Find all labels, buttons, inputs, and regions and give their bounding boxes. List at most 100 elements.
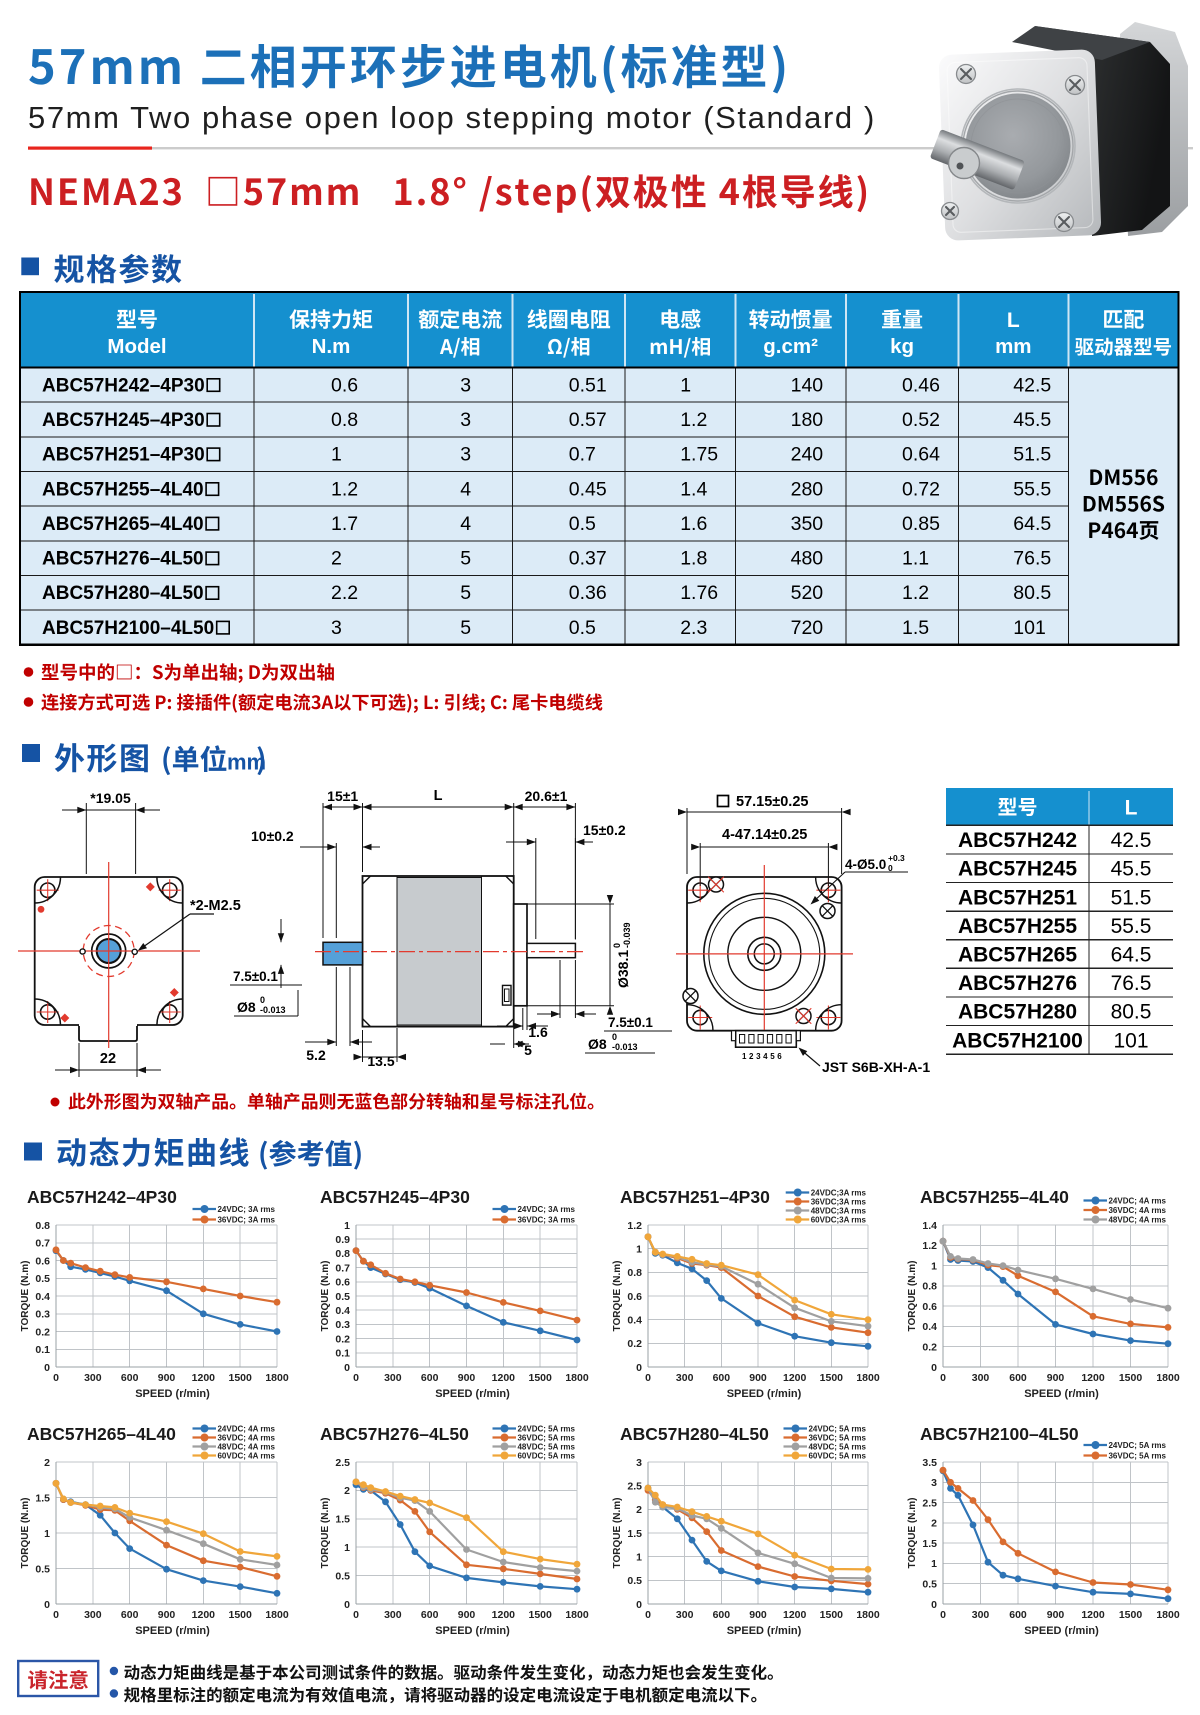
- svg-text:101: 101: [1013, 617, 1046, 639]
- svg-text:24VDC; 4A rms: 24VDC; 4A rms: [1108, 1197, 1166, 1206]
- svg-text:*19.05: *19.05: [90, 790, 131, 806]
- svg-text:ABC57H245–4P30: ABC57H245–4P30: [42, 410, 205, 431]
- svg-text:ABC57H242–4P30: ABC57H242–4P30: [27, 1187, 177, 1207]
- svg-text:ABC57H280–4L50: ABC57H280–4L50: [42, 583, 204, 604]
- svg-text:0.5: 0.5: [335, 1570, 350, 1582]
- svg-text:L: L: [434, 788, 443, 804]
- svg-text:3: 3: [931, 1477, 937, 1489]
- svg-text:0: 0: [353, 1372, 359, 1384]
- svg-text:1800: 1800: [565, 1609, 589, 1621]
- svg-text:0.46: 0.46: [902, 374, 940, 396]
- svg-text:36VDC; 5A rms: 36VDC; 5A rms: [1108, 1452, 1166, 1461]
- svg-text:123456: 123456: [742, 1052, 784, 1061]
- svg-text:350: 350: [791, 513, 824, 535]
- svg-text:1: 1: [344, 1220, 350, 1232]
- svg-text:48VDC; 4A rms: 48VDC; 4A rms: [1108, 1216, 1166, 1225]
- svg-text:480: 480: [791, 548, 824, 570]
- svg-text:0.2: 0.2: [335, 1333, 350, 1345]
- svg-text:ABC57H251: ABC57H251: [958, 886, 1077, 909]
- svg-text:3: 3: [460, 444, 471, 466]
- svg-text:1200: 1200: [492, 1609, 516, 1621]
- svg-text:2: 2: [636, 1504, 642, 1516]
- svg-text:-0.039: -0.039: [622, 922, 632, 948]
- svg-text:1: 1: [44, 1528, 50, 1540]
- svg-text:1.5: 1.5: [922, 1538, 937, 1550]
- svg-text:180: 180: [791, 409, 824, 431]
- svg-text:1.76: 1.76: [680, 582, 718, 604]
- svg-text:1.2: 1.2: [331, 478, 358, 500]
- svg-text:1200: 1200: [192, 1609, 216, 1621]
- svg-text:0: 0: [53, 1609, 59, 1621]
- svg-text:1800: 1800: [265, 1609, 289, 1621]
- svg-text:0: 0: [645, 1609, 651, 1621]
- svg-text:0.5: 0.5: [569, 513, 596, 535]
- svg-text:24VDC; 3A rms: 24VDC; 3A rms: [517, 1205, 575, 1214]
- svg-text:0.5: 0.5: [35, 1273, 50, 1285]
- svg-text:g.cm²: g.cm²: [763, 335, 818, 358]
- svg-text:Ø38.1: Ø38.1: [615, 950, 631, 988]
- svg-text:1200: 1200: [783, 1372, 807, 1384]
- svg-text:1500: 1500: [1119, 1372, 1143, 1384]
- svg-text:0.37: 0.37: [569, 548, 607, 570]
- svg-text:1.5: 1.5: [35, 1492, 50, 1504]
- svg-text:ABC57H251–4P30: ABC57H251–4P30: [42, 445, 205, 466]
- svg-text:N.m: N.m: [312, 335, 351, 358]
- svg-text:101: 101: [1113, 1029, 1148, 1052]
- svg-text:TORQUE (N.m): TORQUE (N.m): [612, 1261, 623, 1332]
- svg-text:900: 900: [458, 1609, 476, 1621]
- svg-text:24VDC; 4A rms: 24VDC; 4A rms: [217, 1425, 275, 1434]
- svg-text:0: 0: [931, 1599, 937, 1611]
- svg-text:0.1: 0.1: [35, 1344, 50, 1356]
- svg-text:Ø8: Ø8: [237, 999, 256, 1015]
- svg-text:ABC57H276: ABC57H276: [958, 972, 1077, 995]
- svg-text:0: 0: [344, 1599, 350, 1611]
- svg-text:0.7: 0.7: [335, 1262, 350, 1274]
- svg-text:1.7: 1.7: [331, 513, 358, 535]
- svg-text:1200: 1200: [192, 1372, 216, 1384]
- svg-text:7.5±0.1: 7.5±0.1: [233, 969, 278, 984]
- svg-text:0: 0: [931, 1362, 937, 1374]
- svg-text:300: 300: [972, 1372, 990, 1384]
- svg-text:600: 600: [121, 1372, 139, 1384]
- svg-text:900: 900: [458, 1372, 476, 1384]
- svg-text:48VDC; 5A rms: 48VDC; 5A rms: [808, 1443, 866, 1452]
- svg-text:0.5: 0.5: [922, 1579, 937, 1591]
- svg-text:300: 300: [972, 1609, 990, 1621]
- svg-text:36VDC; 3A rms: 36VDC; 3A rms: [217, 1216, 275, 1225]
- svg-text:57mm Two phase open loop stepp: 57mm Two phase open loop stepping motor …: [28, 100, 876, 135]
- svg-text:1200: 1200: [492, 1372, 516, 1384]
- svg-text:SPEED (r/min): SPEED (r/min): [1024, 1388, 1099, 1400]
- svg-text:ABC57H280–4L50: ABC57H280–4L50: [620, 1424, 769, 1444]
- svg-text:1.5: 1.5: [902, 617, 929, 639]
- svg-text:SPEED (r/min): SPEED (r/min): [435, 1388, 510, 1400]
- svg-text:51.5: 51.5: [1013, 444, 1051, 466]
- svg-text:0.4: 0.4: [35, 1291, 50, 1303]
- svg-text:0: 0: [888, 863, 893, 873]
- svg-text:600: 600: [1009, 1609, 1027, 1621]
- svg-text:ABC57H245: ABC57H245: [958, 858, 1077, 881]
- svg-text:1800: 1800: [565, 1372, 589, 1384]
- svg-text:80.5: 80.5: [1013, 582, 1051, 604]
- svg-text:36VDC; 4A rms: 36VDC; 4A rms: [217, 1434, 275, 1443]
- svg-text:48VDC;3A rms: 48VDC;3A rms: [811, 1207, 867, 1216]
- svg-text:SPEED (r/min): SPEED (r/min): [135, 1625, 210, 1637]
- svg-text:TORQUE (N.m): TORQUE (N.m): [320, 1498, 331, 1569]
- svg-text:0.4: 0.4: [922, 1321, 937, 1333]
- svg-text:57.15±0.25: 57.15±0.25: [736, 794, 808, 810]
- svg-text:ABC57H242–4P30: ABC57H242–4P30: [42, 375, 205, 396]
- svg-text:2.5: 2.5: [627, 1480, 642, 1492]
- svg-text:0.1: 0.1: [335, 1348, 350, 1360]
- svg-text:60VDC; 5A rms: 60VDC; 5A rms: [808, 1452, 866, 1461]
- svg-text:48VDC; 4A rms: 48VDC; 4A rms: [217, 1443, 275, 1452]
- svg-text:kg: kg: [890, 335, 914, 358]
- svg-text:51.5: 51.5: [1111, 886, 1152, 909]
- svg-text:64.5: 64.5: [1111, 944, 1152, 967]
- svg-text:5: 5: [460, 617, 471, 639]
- svg-text:42.5: 42.5: [1111, 829, 1152, 852]
- svg-text:42.5: 42.5: [1013, 374, 1051, 396]
- svg-text:0.8: 0.8: [335, 1248, 350, 1260]
- svg-text:TORQUE (N.m): TORQUE (N.m): [20, 1261, 31, 1332]
- svg-text:80.5: 80.5: [1111, 1001, 1152, 1024]
- svg-text:0: 0: [353, 1609, 359, 1621]
- svg-text:2.3: 2.3: [680, 617, 707, 639]
